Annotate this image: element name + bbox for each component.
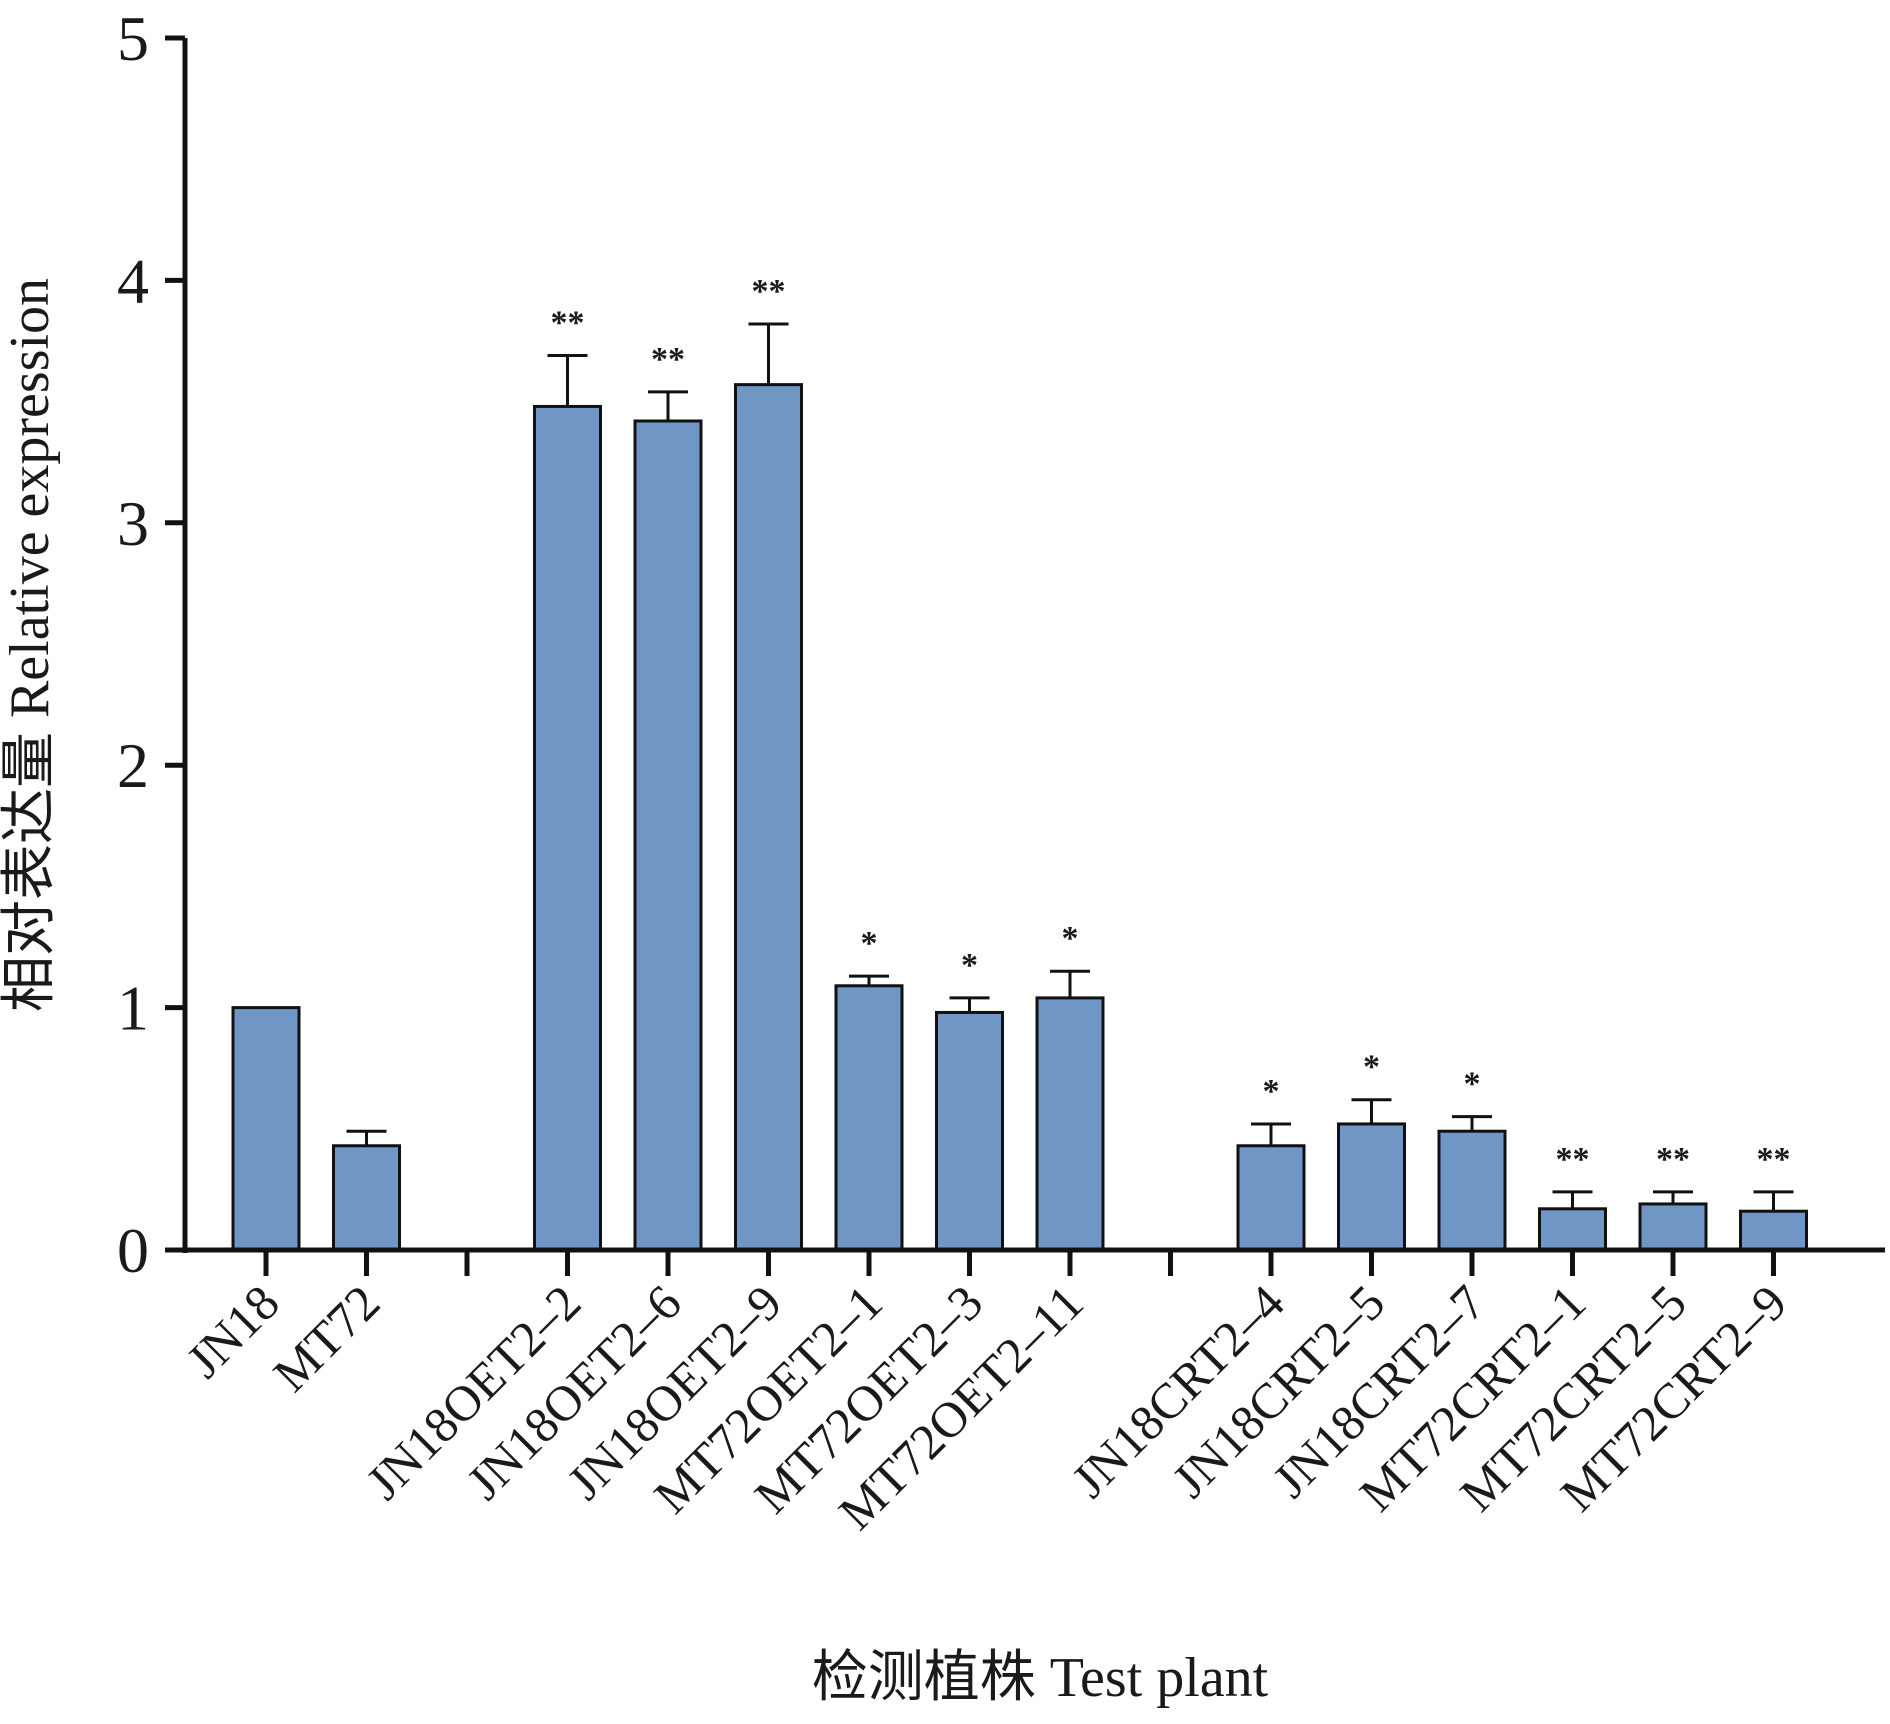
significance-label: * (1363, 1049, 1380, 1086)
bar (1035, 996, 1105, 1252)
category-label: MT72 (262, 1274, 390, 1402)
bar (332, 1144, 401, 1252)
bar (533, 404, 602, 1252)
significance-label: ** (1757, 1141, 1791, 1178)
bar (834, 984, 904, 1252)
significance-label: ** (1556, 1141, 1590, 1178)
x-axis-title: 检测植株 Test plant (812, 1647, 1269, 1709)
bar (231, 1006, 301, 1252)
significance-label: ** (752, 273, 786, 310)
bar (633, 419, 703, 1252)
y-tick-label: 2 (117, 730, 149, 801)
significance-label: * (1062, 920, 1079, 957)
bar (935, 1010, 1004, 1252)
bar (1437, 1129, 1507, 1252)
y-tick-label: 1 (117, 973, 149, 1044)
y-tick-label: 5 (117, 3, 149, 74)
significance-label: * (1263, 1073, 1280, 1110)
bar (1337, 1122, 1406, 1252)
bar (734, 383, 803, 1252)
significance-label: * (1464, 1066, 1481, 1103)
bar (1538, 1207, 1607, 1252)
y-tick-label: 0 (117, 1215, 149, 1286)
bar (1638, 1202, 1708, 1252)
bar (1236, 1144, 1306, 1252)
bar (1739, 1209, 1808, 1252)
y-axis-title: 相对表达量 Relative expression (0, 278, 61, 1012)
significance-label: ** (651, 341, 685, 378)
significance-label: ** (1656, 1141, 1690, 1178)
y-tick-label: 4 (117, 245, 149, 316)
y-tick-label: 3 (117, 488, 149, 559)
significance-label: * (861, 925, 878, 962)
significance-label: ** (551, 305, 585, 342)
significance-label: * (961, 947, 978, 984)
